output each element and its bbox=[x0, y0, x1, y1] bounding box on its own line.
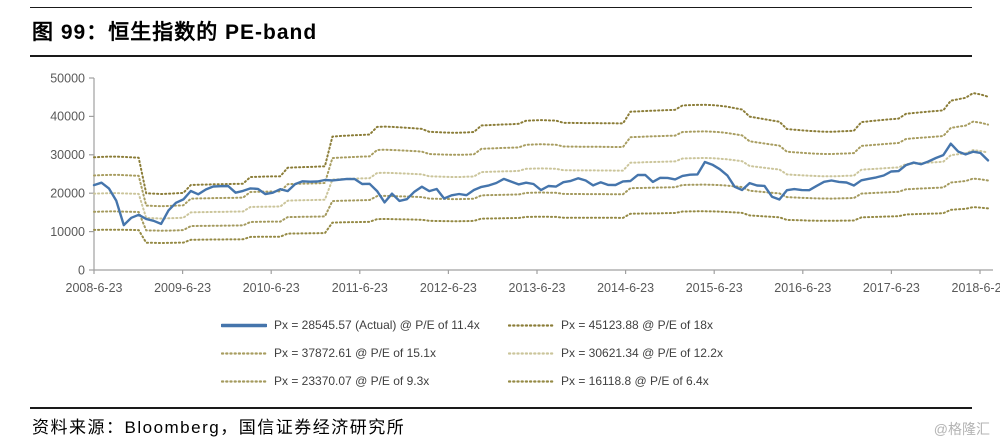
legend-item-pe12-2: Px = 30621.34 @ P/E of 12.2x bbox=[508, 346, 723, 361]
series-line-2 bbox=[93, 120, 989, 208]
legend-item-pe6-4: Px = 16118.8 @ P/E of 6.4x bbox=[508, 374, 723, 389]
legend-label: Px = 28545.57 (Actual) @ P/E of 11.4x bbox=[274, 318, 480, 332]
series-line-0 bbox=[92, 142, 990, 227]
legend-dotted-line-icon bbox=[221, 352, 267, 355]
title-divider bbox=[30, 55, 972, 57]
legend-item-pe18: Px = 45123.88 @ P/E of 18x bbox=[508, 318, 723, 333]
x-tick-label: 2015-6-23 bbox=[686, 281, 743, 295]
footer-divider bbox=[30, 407, 972, 409]
series-line-4 bbox=[93, 177, 989, 232]
legend-item-pe9-3: Px = 23370.07 @ P/E of 9.3x bbox=[221, 374, 508, 389]
x-tick-label: 2008-6-23 bbox=[66, 281, 123, 295]
data-source: 资料来源：Bloomberg，国信证券经济研究所 bbox=[32, 418, 406, 437]
legend-dotted-line-icon bbox=[508, 352, 554, 355]
legend-dotted-line-icon bbox=[508, 324, 554, 327]
y-tick-label: 10000 bbox=[50, 225, 85, 239]
x-tick-label: 2018-6-23 bbox=[952, 281, 1000, 295]
chart-legend: Px = 28545.57 (Actual) @ P/E of 11.4x Px… bbox=[221, 318, 723, 389]
watermark: @格隆汇 bbox=[933, 421, 990, 437]
legend-label: Px = 30621.34 @ P/E of 12.2x bbox=[561, 346, 723, 360]
y-tick-label: 30000 bbox=[50, 148, 85, 162]
legend-label: Px = 16118.8 @ P/E of 6.4x bbox=[561, 374, 709, 388]
legend-dotted-line-icon bbox=[221, 380, 267, 383]
legend-dotted-line-icon bbox=[508, 380, 554, 383]
x-tick-label: 2016-6-23 bbox=[774, 281, 831, 295]
y-tick-label: 0 bbox=[78, 263, 85, 277]
legend-item-pe15-1: Px = 37872.61 @ P/E of 15.1x bbox=[221, 346, 508, 361]
pe-band-chart: 0 10000 20000 30000 40000 50000 2008-6-23 2009-… bbox=[50, 71, 1000, 295]
legend-label: Px = 23370.07 @ P/E of 9.3x bbox=[274, 374, 430, 388]
x-tick-label: 2011-6-23 bbox=[332, 281, 388, 295]
y-tick-label: 50000 bbox=[50, 71, 85, 85]
axes bbox=[93, 78, 993, 271]
x-tick-label: 2010-6-23 bbox=[243, 281, 300, 295]
x-tick-label: 2013-6-23 bbox=[509, 281, 566, 295]
x-tick-label: 2009-6-23 bbox=[154, 281, 211, 295]
legend-item-actual: Px = 28545.57 (Actual) @ P/E of 11.4x bbox=[221, 318, 508, 333]
x-tick-label: 2014-6-23 bbox=[597, 281, 654, 295]
series-line-3 bbox=[93, 149, 989, 220]
x-tick-label: 2017-6-23 bbox=[863, 281, 920, 295]
series-line-1 bbox=[93, 92, 989, 195]
y-tick-label: 20000 bbox=[50, 187, 85, 201]
legend-label: Px = 45123.88 @ P/E of 18x bbox=[561, 318, 713, 332]
legend-solid-line-icon bbox=[221, 323, 267, 328]
y-tick-label: 40000 bbox=[50, 110, 85, 124]
legend-label: Px = 37872.61 @ P/E of 15.1x bbox=[274, 346, 436, 360]
series-line-5 bbox=[93, 206, 989, 244]
figure-title: 图 99：恒生指数的 PE-band bbox=[32, 21, 318, 44]
top-divider bbox=[30, 7, 972, 8]
x-tick-label: 2012-6-23 bbox=[420, 281, 477, 295]
